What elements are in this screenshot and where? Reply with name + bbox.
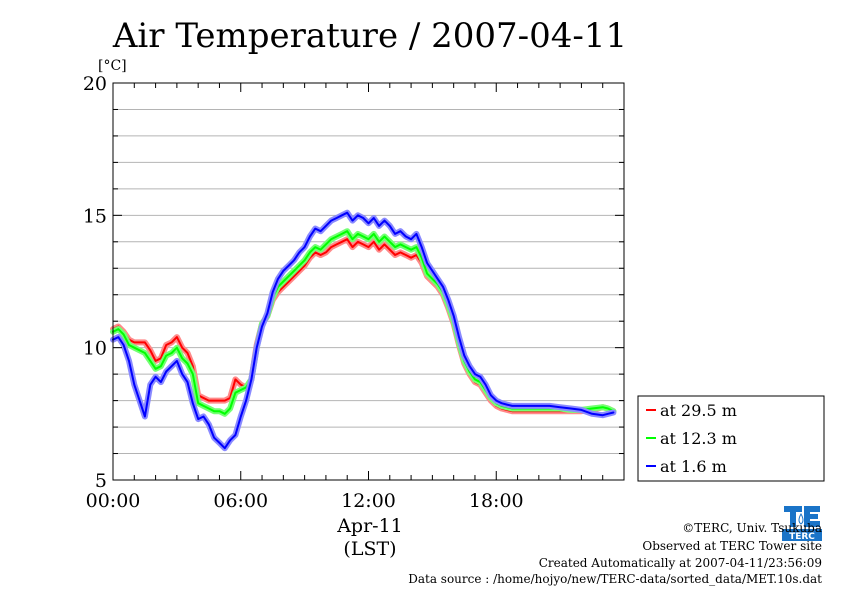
credit-created: Created Automatically at 2007-04-11/23:5… (539, 556, 822, 570)
x-tick-label: 00:00 (86, 490, 141, 512)
x-tick-label: 12:00 (341, 490, 396, 512)
series-3 (110, 209, 617, 452)
legend-item: at 29.5 m (646, 401, 737, 420)
series-layer (110, 209, 617, 452)
x-tick-label: 18:00 (469, 490, 524, 512)
y-tick-label: 5 (95, 470, 107, 492)
grid-lines (113, 108, 624, 455)
credit-org: ©TERC, Univ. Tsukuba (682, 521, 822, 535)
y-tick-label: 15 (83, 205, 107, 227)
plot-frame (112, 82, 625, 481)
credit-source: Data source : /home/hojyo/new/TERC-data/… (408, 572, 822, 586)
series-line (112, 211, 615, 450)
logo-text: TERC (789, 532, 815, 542)
y-tick-label: 20 (83, 73, 107, 95)
credit-site: Observed at TERC Tower site (642, 539, 822, 553)
y-axis-label: [°C] (98, 58, 127, 74)
legend-label: at 29.5 m (660, 401, 737, 420)
tick-layer: 5 10 15 20 00:00 06:00 12:00 18:00 (83, 73, 624, 512)
x-axis-label-date: Apr-11 (336, 515, 403, 537)
legend-item: at 12.3 m (646, 429, 737, 448)
x-axis-label-unit: (LST) (343, 538, 396, 560)
legend-item: at 1.6 m (646, 457, 727, 476)
y-tick-label: 10 (83, 338, 107, 360)
legend-label: at 12.3 m (660, 429, 737, 448)
x-tick-label: 06:00 (213, 490, 268, 512)
terc-logo-icon: TERC (782, 503, 822, 542)
legend: at 29.5 m at 12.3 m at 1.6 m (637, 395, 825, 482)
legend-box (637, 395, 825, 482)
chart-title: Air Temperature / 2007-04-11 (112, 16, 627, 56)
legend-label: at 1.6 m (660, 457, 727, 476)
